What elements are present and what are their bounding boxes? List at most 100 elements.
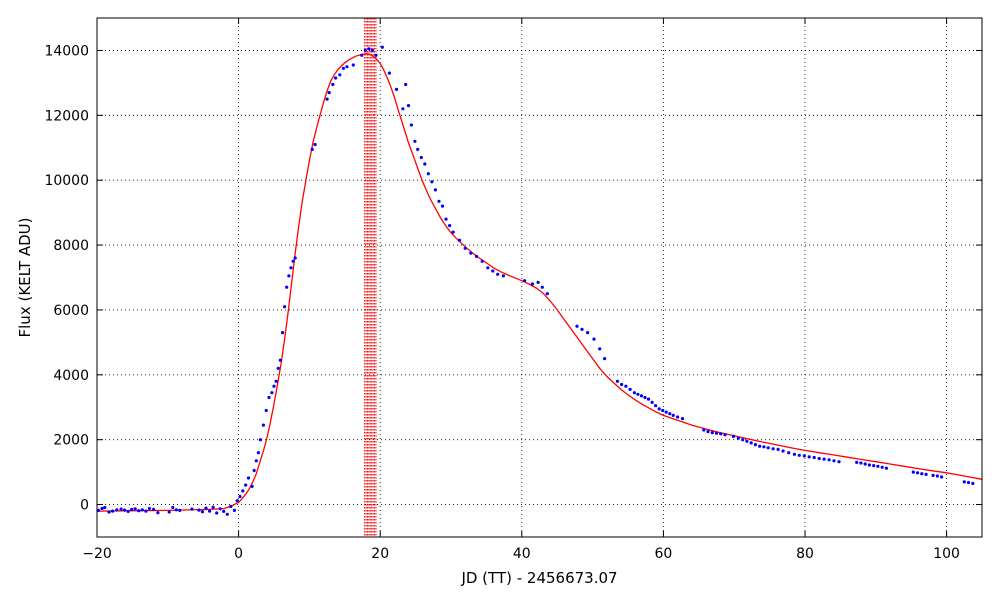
data-point: [766, 446, 770, 450]
y-tick-label: 14000: [44, 43, 89, 59]
data-point: [797, 453, 801, 457]
axis-ticks: [96, 18, 982, 537]
data-point: [133, 507, 137, 511]
data-point: [762, 445, 766, 449]
y-tick-label: 10000: [44, 173, 89, 189]
data-point: [413, 139, 417, 143]
data-point: [197, 508, 201, 512]
data-point: [646, 397, 651, 401]
data-point: [540, 285, 544, 289]
data-point: [736, 436, 741, 440]
data-point: [807, 455, 811, 459]
data-point: [171, 505, 175, 510]
data-point: [293, 256, 297, 260]
data-point: [360, 53, 364, 57]
data-point: [215, 511, 219, 515]
tick-labels: −20 0 20 40 60 80 100 0 2000 4000 6000 8000 10000 120…: [44, 43, 960, 562]
data-point: [261, 423, 265, 427]
data-point: [115, 508, 119, 512]
data-point: [719, 432, 723, 436]
data-point: [100, 506, 104, 511]
data-point: [363, 48, 367, 53]
data-point: [935, 474, 940, 478]
data-point: [643, 395, 647, 400]
data-point: [603, 357, 607, 361]
data-point: [867, 463, 872, 467]
data-point: [615, 379, 620, 383]
data-point: [278, 358, 282, 362]
data-point: [208, 509, 212, 513]
data-point: [96, 508, 100, 512]
data-point: [706, 430, 710, 434]
data-point: [289, 266, 293, 270]
data-point: [380, 45, 384, 49]
data-point: [650, 400, 654, 404]
data-point: [792, 452, 797, 456]
data-point: [264, 408, 268, 413]
data-point: [433, 188, 437, 192]
data-point: [911, 470, 915, 474]
data-point: [880, 465, 884, 469]
data-point: [140, 508, 144, 512]
data-point: [661, 408, 665, 413]
data-point: [876, 464, 880, 468]
x-tick-label: 20: [371, 546, 389, 562]
data-point: [190, 507, 194, 511]
data-point: [167, 510, 171, 514]
data-point: [702, 428, 706, 432]
data-point: [147, 506, 151, 511]
data-point: [437, 199, 441, 203]
data-point: [250, 484, 254, 488]
data-point: [741, 438, 745, 442]
data-point: [758, 444, 762, 448]
data-point: [802, 454, 806, 458]
data-point: [244, 483, 248, 487]
data-point: [285, 285, 289, 289]
data-point: [103, 505, 107, 510]
data-point: [401, 107, 405, 111]
data-point: [291, 259, 295, 263]
data-point: [654, 404, 658, 408]
data-point: [863, 462, 867, 466]
data-point: [107, 510, 111, 514]
data-point: [971, 481, 975, 486]
x-tick-label: 40: [513, 546, 531, 562]
y-tick-label: 8000: [53, 238, 89, 254]
y-tick-label: 6000: [53, 303, 89, 319]
data-point: [276, 366, 280, 370]
data-point: [404, 82, 408, 87]
data-point: [406, 104, 411, 108]
y-tick-label: 12000: [44, 108, 89, 124]
data-point: [232, 508, 236, 512]
data-point: [440, 204, 445, 208]
data-point: [444, 217, 448, 221]
data-point: [325, 97, 329, 101]
data-point: [671, 413, 675, 417]
x-tick-label: 80: [796, 546, 814, 562]
model-curve-group: [96, 53, 983, 512]
data-point: [419, 155, 423, 160]
data-point: [430, 180, 434, 184]
data-point: [331, 82, 335, 87]
data-point: [676, 415, 680, 419]
data-point: [710, 431, 714, 435]
data-point: [463, 246, 467, 250]
data-point: [254, 459, 258, 463]
data-point: [119, 507, 123, 511]
data-point: [832, 459, 836, 463]
vertical-marker-lines: [364, 18, 377, 537]
data-point: [545, 292, 549, 296]
data-point: [787, 451, 791, 455]
data-point: [586, 331, 590, 335]
data-point: [474, 254, 479, 258]
data-point: [280, 331, 285, 335]
data-point: [620, 382, 624, 387]
plot-frame: [96, 17, 983, 538]
data-point: [287, 274, 291, 278]
data-point: [374, 53, 378, 57]
data-point: [592, 337, 596, 341]
x-tick-label: −20: [82, 546, 112, 562]
data-point: [837, 460, 841, 464]
